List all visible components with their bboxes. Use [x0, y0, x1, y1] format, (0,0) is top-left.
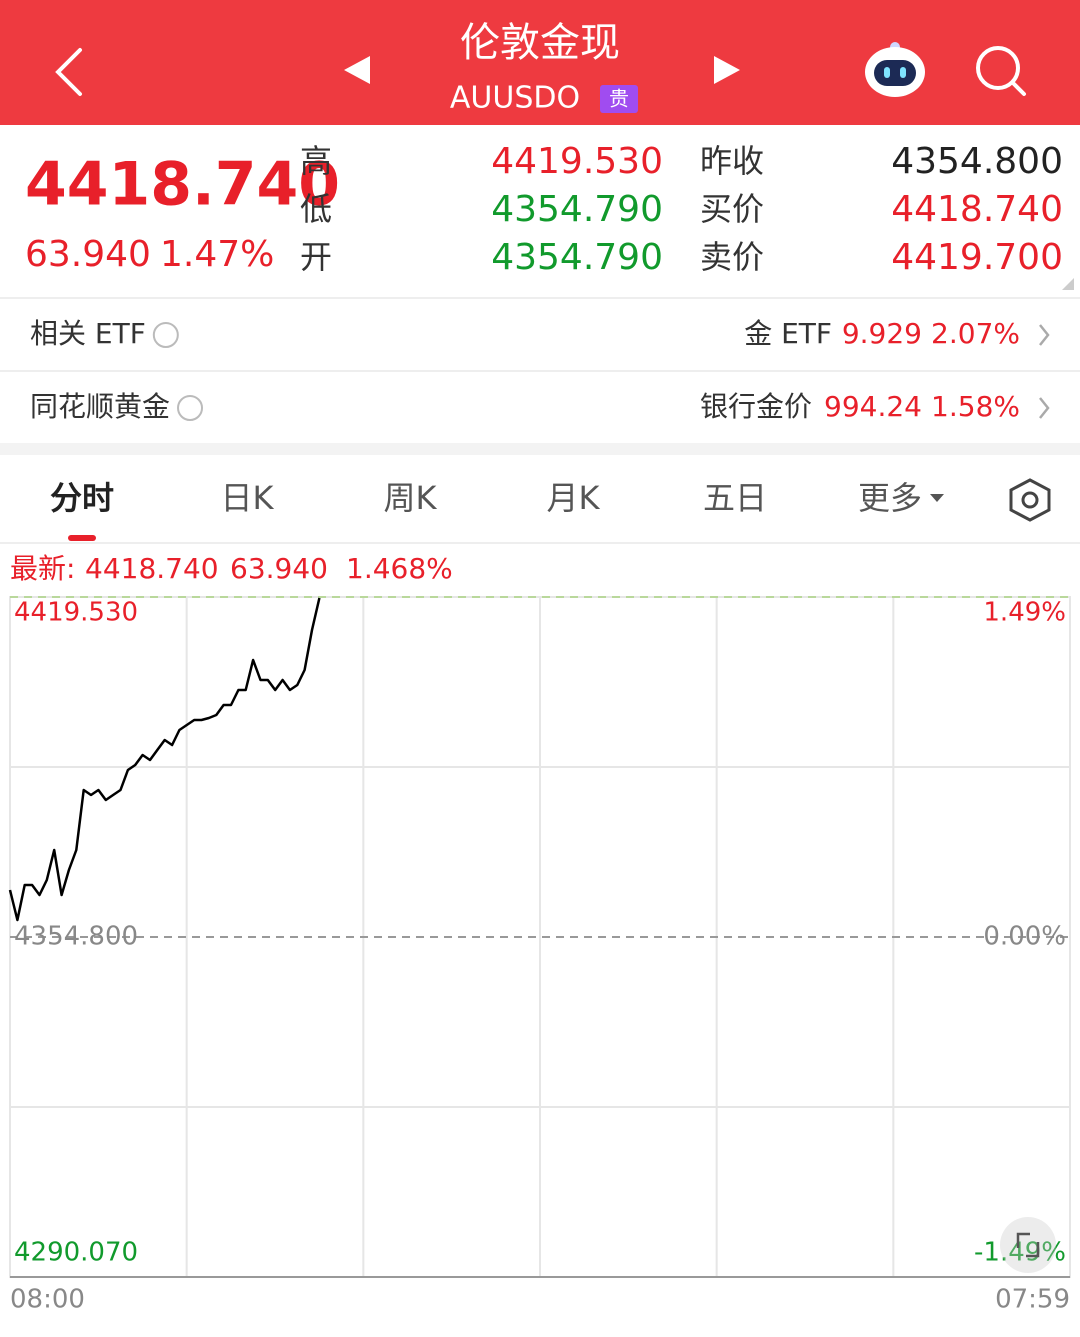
tab[interactable]: 月K	[547, 479, 601, 517]
field-label: 低	[300, 190, 332, 228]
tab[interactable]: 周K	[384, 479, 438, 517]
header-badge: 贵	[609, 87, 629, 111]
field-value: 4419.530	[491, 141, 663, 182]
y-tick-label: 4290.070	[14, 1238, 138, 1268]
divider	[0, 297, 1080, 299]
header-code: AUUSDO	[450, 81, 580, 116]
field-value: 4354.790	[491, 237, 663, 278]
row-label[interactable]: 相关 ETF	[30, 317, 146, 350]
latest-change: 63.940	[230, 552, 328, 585]
prev-button[interactable]	[344, 56, 370, 84]
field-label: 买价	[700, 190, 764, 228]
field-value: 4419.700	[891, 237, 1063, 278]
row-value: 994.24	[824, 390, 922, 423]
chevron[interactable]	[1039, 397, 1050, 419]
tab[interactable]: 分时	[50, 479, 114, 517]
help-icon[interactable]	[152, 322, 179, 348]
chevron[interactable]	[1039, 324, 1050, 346]
y2-tick-label: 0.00%	[983, 922, 1066, 952]
field-label: 高	[300, 142, 332, 180]
help-icon[interactable]	[177, 395, 204, 421]
section-gap	[0, 443, 1080, 455]
row-name: 金 ETF	[744, 317, 832, 350]
change-pct: 1.47%	[160, 234, 274, 275]
row-pct: 2.07%	[931, 317, 1020, 350]
field-value: 4354.800	[891, 141, 1063, 182]
row-pct: 1.58%	[931, 390, 1020, 423]
badge-bg	[600, 85, 638, 113]
search-button[interactable]	[976, 46, 1026, 96]
dropdown-arrow[interactable]	[930, 494, 944, 502]
field-label: 开	[300, 238, 332, 276]
field-label: 昨收	[700, 142, 764, 180]
latest-change-pct: 1.468%	[346, 552, 453, 585]
row-name: 银行金价	[700, 390, 812, 423]
row-value: 9.929	[842, 317, 922, 350]
field-value: 4418.740	[891, 189, 1063, 230]
chart: 4419.530 4354.800 4290.070 1.49% 0.00% -1.49%…	[8, 596, 1071, 1315]
tab[interactable]: 五日	[703, 479, 767, 517]
y-tick-label: 4419.530	[14, 598, 138, 628]
header-title: 伦敦金现	[460, 20, 620, 66]
divider	[0, 370, 1080, 372]
zoom-icon[interactable]	[1016, 1232, 1040, 1258]
field-label: 卖价	[700, 238, 764, 276]
y2-tick-label: 1.49%	[983, 598, 1066, 628]
tab[interactable]: 更多	[858, 479, 922, 517]
settings-button[interactable]	[1009, 478, 1051, 522]
change: 63.940	[25, 234, 151, 275]
y2-tick-label: -1.49%	[974, 1238, 1066, 1268]
y-tick-label: 4354.800	[14, 922, 138, 952]
zoom-button[interactable]	[1000, 1217, 1056, 1273]
corner-mark	[1062, 278, 1074, 290]
price: 4418.740	[25, 150, 340, 220]
back-button[interactable]	[55, 48, 82, 96]
assistant-icon[interactable]	[865, 42, 925, 97]
latest-value: 4418.740	[85, 552, 219, 585]
latest-label: 最新:	[10, 552, 75, 585]
divider	[0, 542, 1080, 544]
tab-indicator	[68, 535, 96, 541]
x-tick-label: 08:00	[10, 1285, 85, 1315]
tab[interactable]: 日K	[221, 479, 275, 517]
next-button[interactable]	[714, 56, 740, 84]
price-line	[8, 597, 321, 922]
row-label[interactable]: 同花顺黄金	[30, 390, 170, 423]
x-tick-label: 07:59	[995, 1285, 1070, 1315]
field-value: 4354.790	[491, 189, 663, 230]
